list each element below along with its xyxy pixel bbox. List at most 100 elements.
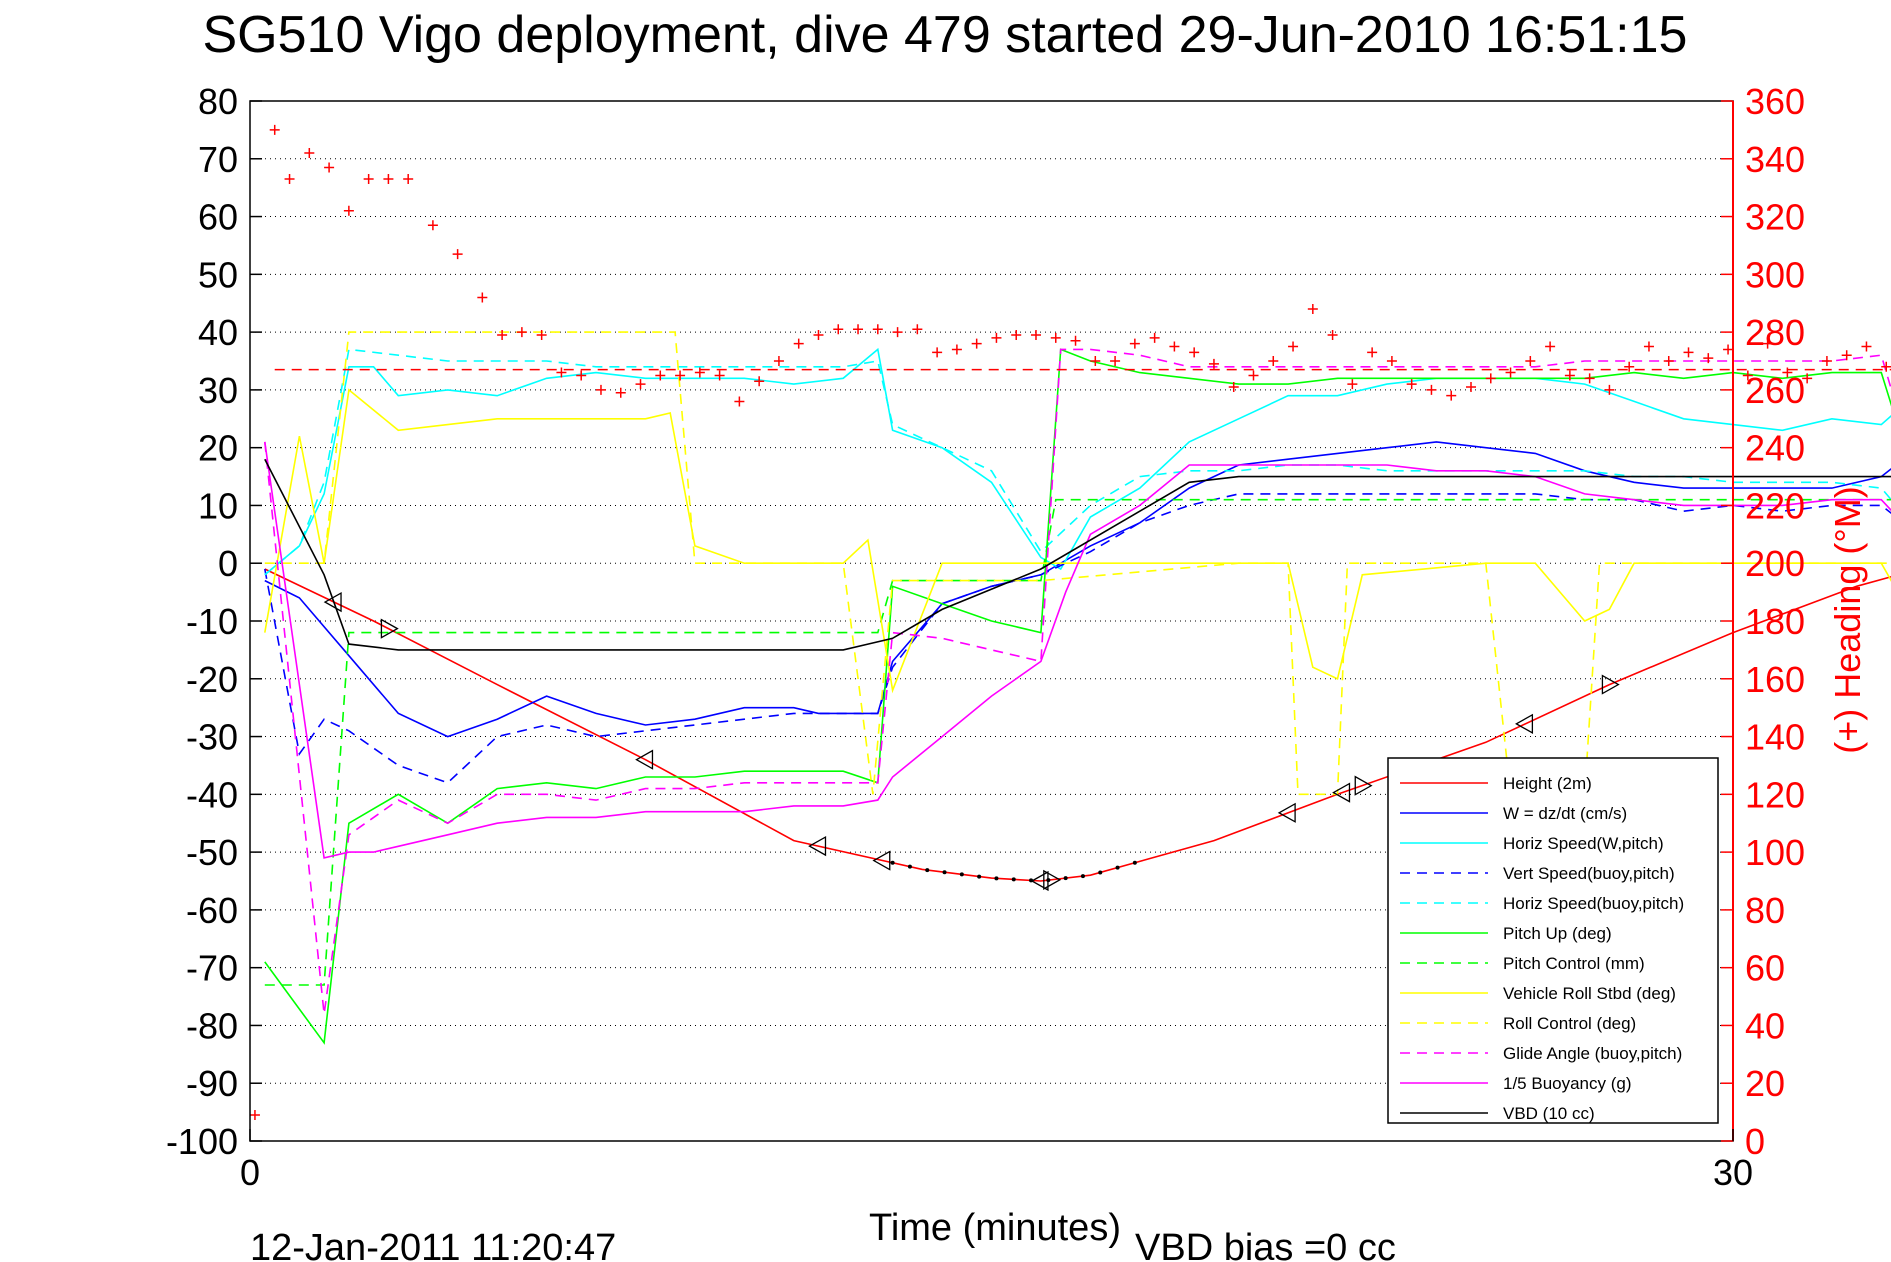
right-tick-label: 280 [1745,312,1805,353]
height-dot [907,864,912,869]
left-tick-label: 70 [198,139,238,180]
heading-plus-marker [249,1110,260,1120]
heading-plus-marker [1189,347,1200,358]
heading-plus-marker [1643,341,1654,352]
triangle-marker [1030,870,1049,892]
heading-plus-marker [1228,382,1239,392]
triangle-marker [1354,775,1373,796]
right-tick-label: 0 [1745,1121,1765,1162]
heading-plus-marker [1624,361,1635,372]
height-dot [942,870,947,875]
x-axis-label: Time (minutes) [869,1207,1121,1249]
heading-plus-marker [1327,330,1338,340]
heading-plus-marker [1090,356,1101,366]
heading-plus-marker [536,330,547,340]
footer-vbd-bias: VBD bias =0 cc [1135,1227,1396,1262]
heading-plus-marker [932,347,943,358]
heading-plus-marker [1881,361,1891,372]
heading-plus-marker [872,324,883,335]
triangle-marker [1601,674,1620,695]
footer-timestamp: 12-Jan-2011 11:20:47 [250,1227,616,1262]
right-tick-label: 240 [1745,428,1805,469]
heading-plus-marker [284,174,295,184]
heading-plus-marker [452,249,463,260]
heading-plus-marker [269,124,280,135]
heading-plus-marker [1268,356,1279,366]
heading-plus-marker [497,330,508,340]
heading-plus-marker [1169,341,1180,352]
series-line [264,347,1891,576]
series-line [264,441,1891,859]
legend: Height (2m) W = dz/dt (cm/s) Horiz Speed(W… [1387,757,1719,1124]
heading-plus-marker [1861,341,1872,352]
heading-plus-marker [1347,379,1358,390]
heading-plus-marker [595,384,606,395]
height-dot [994,876,999,881]
heading-plus-marker [1505,367,1516,378]
triangle-marker [323,591,342,613]
left-tick-label: 30 [198,370,238,411]
heading-plus-marker [1703,353,1714,364]
heading-plus-marker [427,220,438,231]
heading-plus-marker [1841,350,1852,361]
heading-plus-marker [1426,384,1437,395]
heading-plus-marker [615,387,626,398]
heading-plus-marker [1288,341,1299,352]
heading-plus-marker [892,327,903,338]
triangle-marker [872,850,891,871]
left-tick-label: 50 [198,254,238,295]
series-line [264,348,1891,1015]
heading-plus-marker [324,162,335,173]
height-dot [1011,877,1016,882]
series-line [264,331,1891,796]
left-tick-label: -80 [186,1005,238,1046]
heading-plus-marker [1208,358,1219,369]
left-axis-ticks: 80 70 60 50 40 30 20 10 0 -10 -20 -30 -40 -50 -60 -70 -8… [166,81,262,1162]
heading-plus-marker [833,324,844,335]
heading-plus-marker [1683,347,1694,358]
heading-plus-marker [853,324,864,335]
left-tick-label: -30 [186,717,238,758]
triangle-marker [1277,802,1296,823]
heading-plus-marker [576,370,587,381]
heading-plus-marker [343,205,354,216]
triangle-marker [1043,869,1062,890]
heading-plus-marker [1110,356,1121,366]
triangle-marker [808,835,827,857]
triangle-marker [380,618,399,639]
chart-title: SG510 Vigo deployment, dive 479 started … [203,6,1688,64]
right-tick-label: 40 [1745,1005,1785,1046]
left-tick-label: 10 [198,485,238,526]
heading-plus-marker [1604,384,1615,395]
heading-plus-marker [1564,370,1575,381]
right-tick-label: 140 [1745,717,1805,758]
heading-plus-marker [556,367,567,378]
heading-plus-marker [363,174,374,184]
legend-label: Roll Control (deg) [1503,1014,1636,1033]
heading-plus-marker [951,344,962,355]
heading-plus-marker [1821,356,1832,366]
heading-plus-marker [1485,373,1496,384]
legend-box [1387,757,1719,1124]
heading-plus-marker [1723,344,1734,355]
right-tick-label: 20 [1745,1063,1785,1104]
heading-plus-marker [773,356,784,366]
height-dot [1098,870,1103,875]
legend-label: Height (2m) [1503,774,1592,793]
heading-plus-marker [1129,338,1140,349]
triangle-marker [635,749,654,770]
left-tick-label: -90 [186,1063,238,1104]
left-tick-label: -40 [186,774,238,815]
heading-plus-marker [1406,379,1417,390]
legend-label: Horiz Speed(buoy,pitch) [1503,894,1684,913]
heading-plus-marker [734,396,745,407]
left-tick-label: -50 [186,832,238,873]
heading-plus-marker [1070,335,1081,346]
left-tick-label: -70 [186,948,238,989]
series-line [264,388,1891,694]
left-tick-label: -100 [166,1121,238,1162]
heading-plus-marker [304,148,315,158]
triangle-marker [1515,713,1534,734]
right-tick-label: 100 [1745,832,1805,873]
